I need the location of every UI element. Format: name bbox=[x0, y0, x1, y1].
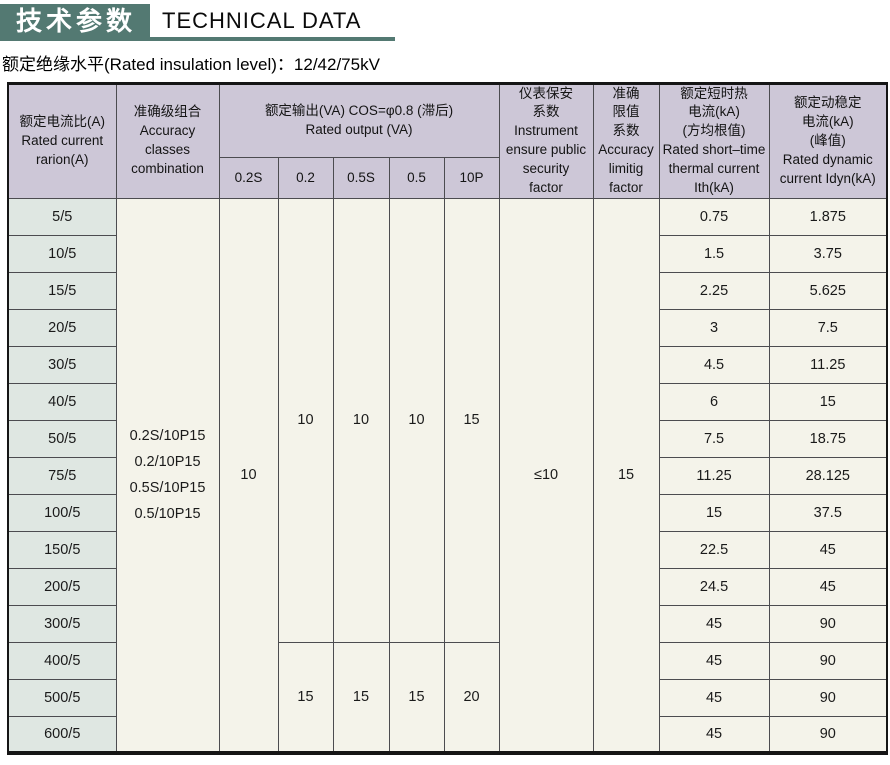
dynamic-current-cell: 45 bbox=[768, 530, 888, 569]
dynamic-current-cell: 11.25 bbox=[768, 345, 888, 384]
output-02-lower-cell: 15 bbox=[277, 641, 334, 754]
table-row: 150/5 22.5 45 bbox=[7, 530, 888, 569]
dynamic-current-cell: 28.125 bbox=[768, 456, 888, 495]
thermal-current-cell: 11.25 bbox=[658, 456, 770, 495]
subcol-header-05: 0.5 bbox=[388, 157, 445, 199]
row-label-cell: 100/5 bbox=[7, 493, 117, 532]
header-row-1: 额定电流比(A) Rated current rarion(A) 准确级组合 A… bbox=[7, 82, 888, 199]
output-05s-upper-cell: 10 bbox=[332, 197, 390, 643]
row-label-cell: 30/5 bbox=[7, 345, 117, 384]
row-label-cell: 600/5 bbox=[7, 715, 117, 754]
security-factor-cell: ≤10 bbox=[498, 197, 594, 754]
output-10p-upper-cell: 15 bbox=[443, 197, 500, 643]
table-row: 15/5 2.25 5.625 bbox=[7, 271, 888, 310]
table-row: 200/5 24.5 45 bbox=[7, 567, 888, 606]
col-header-accuracy-classes: 准确级组合 Accuracy classes combination bbox=[115, 82, 220, 199]
thermal-current-cell: 1.5 bbox=[658, 234, 770, 273]
dynamic-current-cell: 37.5 bbox=[768, 493, 888, 532]
output-05-upper-cell: 10 bbox=[388, 197, 445, 643]
table-row: 75/5 11.25 28.125 bbox=[7, 456, 888, 495]
subcol-header-10p: 10P bbox=[443, 157, 500, 199]
section-header: 技术参数 TECHNICAL DATA bbox=[0, 0, 890, 41]
output-05s-lower-cell: 15 bbox=[332, 641, 390, 754]
output-10p-lower-cell: 20 bbox=[443, 641, 500, 754]
table-row: 40/5 6 15 bbox=[7, 382, 888, 421]
row-label-cell: 75/5 bbox=[7, 456, 117, 495]
row-label-cell: 500/5 bbox=[7, 678, 117, 717]
table-row: 30/5 4.5 11.25 bbox=[7, 345, 888, 384]
thermal-current-cell: 15 bbox=[658, 493, 770, 532]
dynamic-current-cell: 15 bbox=[768, 382, 888, 421]
row-label-cell: 20/5 bbox=[7, 308, 117, 347]
title-underline: TECHNICAL DATA bbox=[150, 8, 396, 41]
row-label-cell: 5/5 bbox=[7, 197, 117, 236]
subcol-header-02: 0.2 bbox=[277, 157, 334, 199]
section-title-en: TECHNICAL DATA bbox=[162, 8, 362, 34]
thermal-current-cell: 45 bbox=[658, 715, 770, 754]
row-label-cell: 150/5 bbox=[7, 530, 117, 569]
technical-data-table: 额定电流比(A) Rated current rarion(A) 准确级组合 A… bbox=[7, 81, 889, 756]
dynamic-current-cell: 1.875 bbox=[768, 197, 888, 236]
dynamic-current-cell: 90 bbox=[768, 678, 888, 717]
accuracy-classes-cell: 0.2S/10P15 0.2/10P15 0.5S/10P15 0.5/10P1… bbox=[115, 197, 220, 754]
col-header-limit-factor: 准确 限值 系数 Accuracy limitig factor bbox=[592, 82, 660, 199]
dynamic-current-cell: 7.5 bbox=[768, 308, 888, 347]
table-row: 5/5 0.2S/10P15 0.2/10P15 0.5S/10P15 0.5/… bbox=[7, 197, 888, 754]
col-header-security-factor: 仪表保安 系数 Instrument ensure public securit… bbox=[498, 82, 594, 199]
thermal-current-cell: 24.5 bbox=[658, 567, 770, 606]
thermal-current-cell: 4.5 bbox=[658, 345, 770, 384]
row-label-cell: 50/5 bbox=[7, 419, 117, 458]
thermal-current-cell: 45 bbox=[658, 678, 770, 717]
dynamic-current-cell: 90 bbox=[768, 641, 888, 680]
table-row: 10/5 1.5 3.75 bbox=[7, 234, 888, 273]
dynamic-current-cell: 90 bbox=[768, 604, 888, 643]
dynamic-current-cell: 3.75 bbox=[768, 234, 888, 273]
header-row-2: 0.2S 0.2 0.5S 0.5 10P bbox=[8, 157, 887, 199]
table-row: 300/5 45 90 bbox=[7, 604, 888, 643]
row-label-cell: 400/5 bbox=[7, 641, 117, 680]
dynamic-current-cell: 18.75 bbox=[768, 419, 888, 458]
thermal-current-cell: 22.5 bbox=[658, 530, 770, 569]
table-row: 400/5 15 15 15 20 45 90 bbox=[7, 641, 888, 754]
row-label-cell: 40/5 bbox=[7, 382, 117, 421]
subcol-header-02s: 0.2S bbox=[218, 157, 279, 199]
insulation-level-note: 额定绝缘水平(Rated insulation level)：12/42/75k… bbox=[2, 54, 380, 74]
thermal-current-cell: 45 bbox=[658, 604, 770, 643]
row-label-cell: 300/5 bbox=[7, 604, 117, 643]
output-02s-cell: 10 bbox=[218, 197, 279, 754]
table-row: 50/5 7.5 18.75 bbox=[7, 419, 888, 458]
col-header-thermal-current: 额定短时热 电流(kA) (方均根值) Rated short–time the… bbox=[658, 82, 770, 199]
output-05-lower-cell: 15 bbox=[388, 641, 445, 754]
table-header: 额定电流比(A) Rated current rarion(A) 准确级组合 A… bbox=[7, 82, 888, 199]
thermal-current-cell: 45 bbox=[658, 641, 770, 680]
limit-factor-cell: 15 bbox=[592, 197, 660, 754]
table-body: 5/5 0.2S/10P15 0.2/10P15 0.5S/10P15 0.5/… bbox=[7, 197, 888, 754]
thermal-current-cell: 0.75 bbox=[658, 197, 770, 236]
dynamic-current-cell: 5.625 bbox=[768, 271, 888, 310]
row-label-cell: 10/5 bbox=[7, 234, 117, 273]
table-row: 500/5 45 90 bbox=[7, 678, 888, 717]
dynamic-current-cell: 90 bbox=[768, 715, 888, 754]
output-02-upper-cell: 10 bbox=[277, 197, 334, 643]
section-title-zh: 技术参数 bbox=[0, 4, 151, 41]
row-label-cell: 15/5 bbox=[7, 271, 117, 310]
col-header-current-ratio: 额定电流比(A) Rated current rarion(A) bbox=[7, 82, 117, 199]
dynamic-current-cell: 45 bbox=[768, 567, 888, 606]
thermal-current-cell: 3 bbox=[658, 308, 770, 347]
thermal-current-cell: 2.25 bbox=[658, 271, 770, 310]
col-header-dynamic-current: 额定动稳定 电流(kA) (峰值) Rated dynamic current … bbox=[768, 82, 888, 199]
subcol-header-05s: 0.5S bbox=[332, 157, 390, 199]
table-row: 600/5 45 90 bbox=[7, 715, 888, 754]
thermal-current-cell: 6 bbox=[658, 382, 770, 421]
col-header-rated-output: 额定输出(VA) COS=φ0.8 (滞后) Rated output (VA) bbox=[218, 82, 500, 159]
row-label-cell: 200/5 bbox=[7, 567, 117, 606]
thermal-current-cell: 7.5 bbox=[658, 419, 770, 458]
